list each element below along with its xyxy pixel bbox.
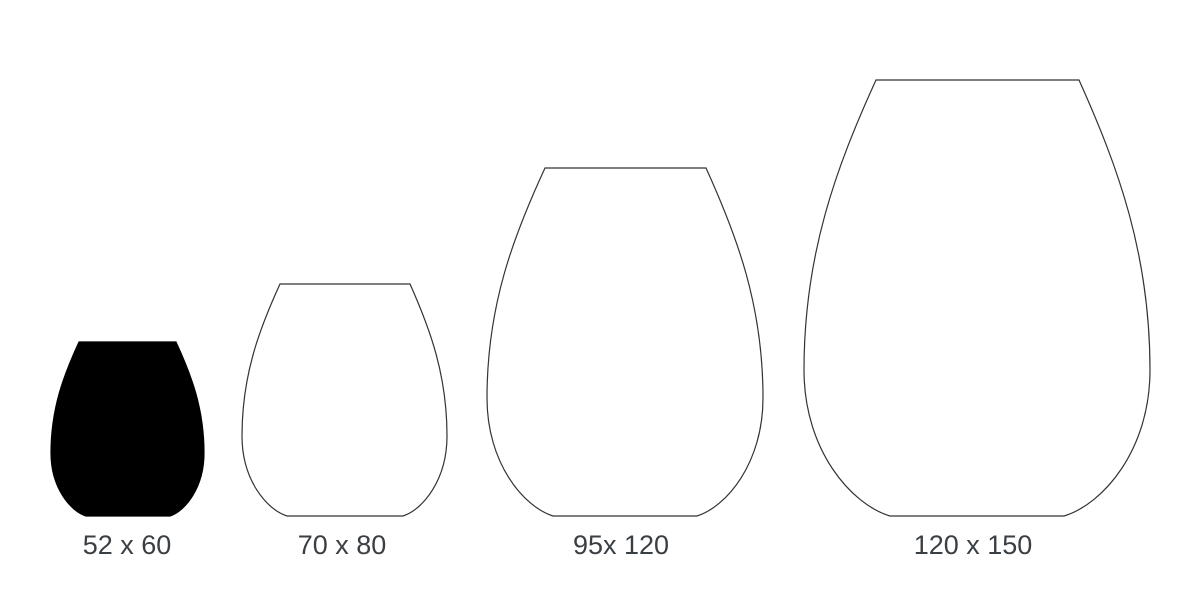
- vase-shape-4: [803, 79, 1151, 517]
- vase-shape-1: [50, 341, 205, 517]
- vase-label-1: 52 x 60: [82, 530, 172, 560]
- vase-shape-2: [241, 283, 448, 517]
- vase-label-2: 70 x 80: [297, 530, 387, 560]
- vase-label-3: 95x 120: [572, 530, 670, 560]
- vase-shape-3: [486, 167, 764, 517]
- vase-label-4: 120 x 150: [913, 530, 1033, 560]
